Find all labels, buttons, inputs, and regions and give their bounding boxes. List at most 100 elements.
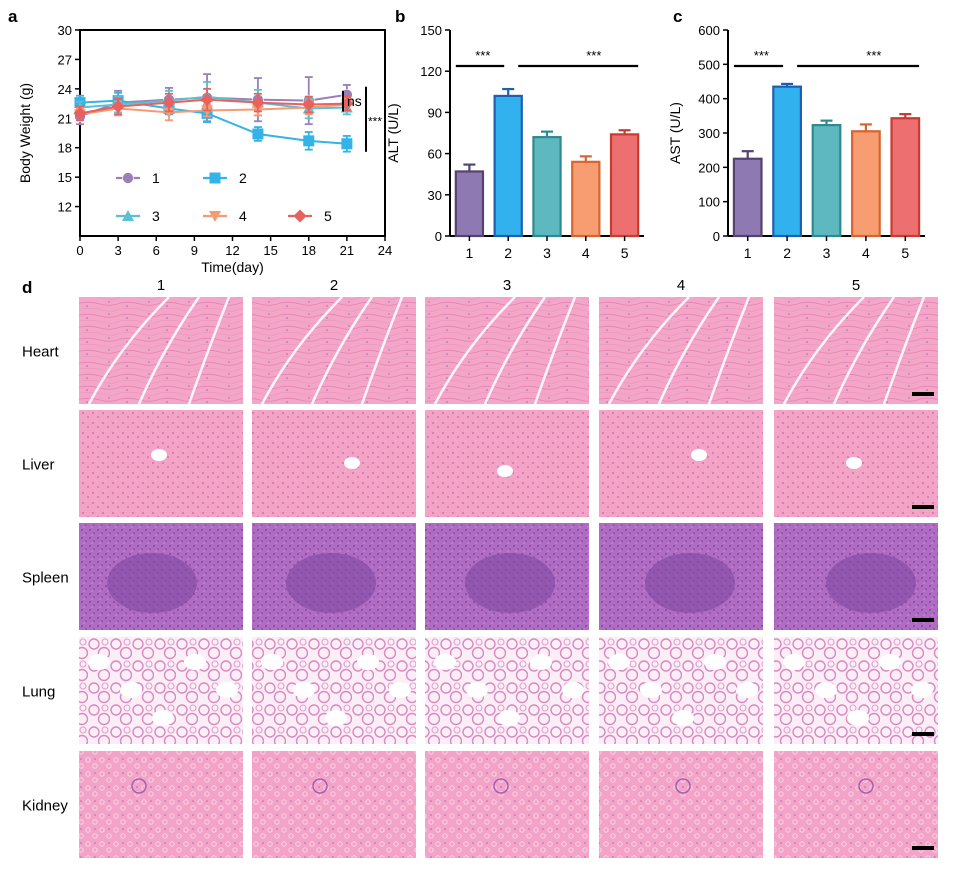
fiber-gap bbox=[483, 296, 547, 405]
scale-bar bbox=[912, 732, 934, 736]
x-tick-label: 5 bbox=[901, 245, 909, 261]
significance-label: *** bbox=[475, 48, 490, 63]
tissue-texture bbox=[79, 297, 243, 404]
central-vein bbox=[497, 465, 513, 477]
alveolar-space bbox=[879, 654, 901, 670]
legend-marker bbox=[209, 172, 221, 184]
bar-3 bbox=[811, 124, 842, 238]
histology-image-kidney-3 bbox=[425, 751, 589, 858]
y-tick-label: 18 bbox=[58, 141, 72, 156]
scale-bar bbox=[912, 618, 934, 622]
alveolar-space bbox=[120, 682, 142, 698]
histology-image-spleen-3 bbox=[425, 523, 589, 630]
data-point bbox=[111, 100, 125, 114]
x-tick-label: 1 bbox=[466, 245, 474, 261]
body-weight-line-chart: 0 3 6 9 12 15 18 21 2412151821242730Time(day)Bod… bbox=[17, 23, 392, 275]
data-point bbox=[252, 128, 264, 140]
alveolar-space bbox=[88, 654, 110, 670]
panel-label-c: c bbox=[673, 7, 682, 26]
tissue-texture bbox=[252, 637, 416, 744]
ast-bar-chart: 0 100 200 300 400 500 600 AST (U/L) 1 2 3 4 5 *** *** bbox=[667, 23, 925, 261]
legend-label: 2 bbox=[239, 170, 247, 186]
legend-item-1: 1 bbox=[116, 170, 160, 186]
fiber-gap bbox=[657, 296, 721, 405]
alveolar-space bbox=[466, 682, 488, 698]
x-tick-label: 18 bbox=[302, 243, 316, 258]
x-tick-label: 9 bbox=[191, 243, 198, 258]
x-tick-label: 2 bbox=[783, 245, 791, 261]
legend-item-2: 2 bbox=[203, 170, 247, 186]
alveolar-space bbox=[216, 682, 238, 698]
y-tick-label: 27 bbox=[58, 52, 72, 67]
alveolar-space bbox=[815, 682, 837, 698]
legend-label: 5 bbox=[324, 208, 332, 224]
fiber-gap bbox=[707, 296, 751, 405]
legend-marker bbox=[122, 172, 134, 184]
data-point bbox=[200, 93, 214, 107]
x-tick-label: 5 bbox=[621, 245, 629, 261]
y-axis-title: AST (U/L) bbox=[667, 102, 683, 164]
histology-image-lung-5 bbox=[774, 637, 938, 744]
data-point bbox=[303, 135, 315, 147]
panel-label-a: a bbox=[8, 7, 18, 26]
histology-image-heart-1 bbox=[79, 296, 243, 405]
panel-label-b: b bbox=[395, 7, 405, 26]
tissue-texture bbox=[599, 751, 763, 858]
histology-image-liver-2 bbox=[252, 410, 416, 517]
significance-label: *** bbox=[368, 114, 382, 128]
bar-1 bbox=[454, 170, 485, 238]
column-label-5: 5 bbox=[852, 277, 860, 294]
histology-image-kidney-2 bbox=[252, 751, 416, 858]
bar-2 bbox=[772, 85, 802, 238]
legend-marker bbox=[122, 210, 134, 221]
data-point bbox=[341, 138, 353, 150]
alveolar-space bbox=[783, 654, 805, 670]
histology-image-spleen-2 bbox=[252, 523, 416, 630]
bar-2 bbox=[493, 94, 523, 238]
tissue-texture bbox=[774, 297, 938, 404]
legend-label: 4 bbox=[239, 208, 247, 224]
histology-image-heart-5 bbox=[774, 296, 938, 405]
alveolar-space bbox=[261, 654, 283, 670]
y-tick-label: 0 bbox=[713, 229, 720, 244]
legend-marker bbox=[209, 211, 221, 222]
bar-5 bbox=[609, 133, 640, 238]
alt-bar-chart: 0 30 60 90 120 150 ALT (U/L) 1 2 3 4 5 *** *** bbox=[385, 23, 644, 261]
fiber-gap bbox=[360, 296, 404, 405]
histology-image-heart-2 bbox=[252, 296, 416, 405]
y-tick-label: 120 bbox=[420, 64, 442, 79]
alveolar-space bbox=[357, 654, 379, 670]
white-pulp bbox=[645, 553, 735, 613]
significance-label: *** bbox=[754, 48, 769, 63]
fiber-gap bbox=[782, 296, 865, 405]
alveolar-space bbox=[640, 682, 662, 698]
series-5 bbox=[73, 87, 354, 122]
fiber-gap bbox=[533, 296, 577, 405]
significance-label: *** bbox=[586, 48, 601, 63]
column-label-1: 1 bbox=[157, 277, 165, 294]
glomerulus bbox=[131, 778, 147, 794]
row-label-kidney: Kidney bbox=[22, 798, 68, 815]
data-point bbox=[302, 98, 316, 112]
tissue-texture bbox=[425, 410, 589, 517]
bar-4 bbox=[571, 160, 601, 238]
y-tick-label: 60 bbox=[428, 147, 442, 162]
alveolar-space bbox=[293, 682, 315, 698]
histology-image-lung-1 bbox=[79, 637, 243, 744]
plot-frame bbox=[79, 29, 386, 237]
histology-image-lung-3 bbox=[425, 637, 589, 744]
tissue-texture bbox=[79, 637, 243, 744]
central-vein bbox=[344, 457, 360, 469]
histology-image-liver-1 bbox=[79, 410, 243, 517]
column-label-3: 3 bbox=[503, 277, 511, 294]
white-pulp bbox=[826, 553, 916, 613]
row-label-heart: Heart bbox=[22, 344, 60, 361]
alveolar-space bbox=[911, 682, 933, 698]
bar-3 bbox=[532, 136, 562, 238]
scale-bar bbox=[912, 846, 934, 850]
alveolar-space bbox=[672, 710, 694, 726]
y-tick-label: 100 bbox=[698, 195, 720, 210]
y-tick-label: 24 bbox=[58, 82, 72, 97]
y-tick-label: 200 bbox=[698, 160, 720, 175]
legend-item-4: 4 bbox=[203, 208, 247, 224]
